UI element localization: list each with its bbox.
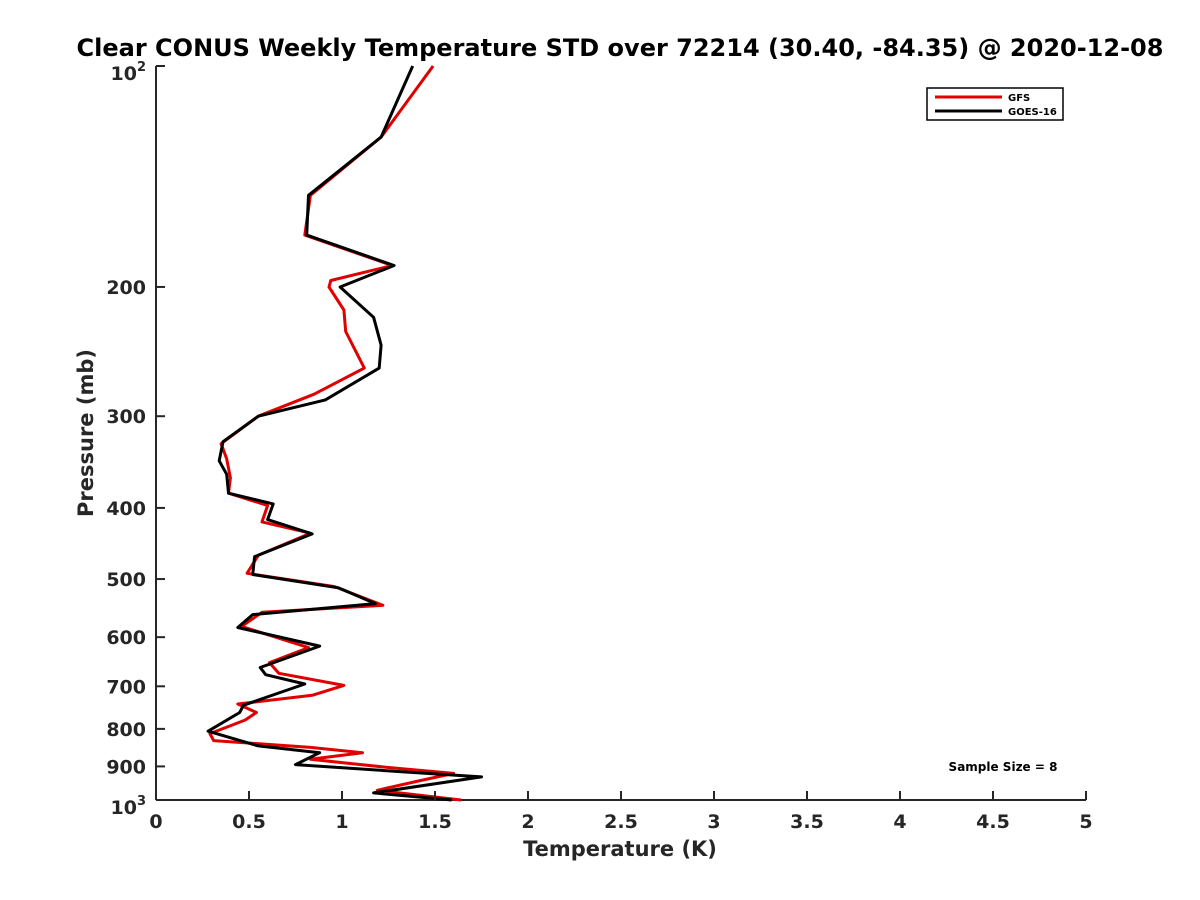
y-tick-base: 900: [106, 756, 146, 778]
y-tick-base: 200: [106, 277, 146, 299]
y-tick-base: 600: [106, 627, 146, 649]
x-tick-label: 5: [1079, 811, 1092, 833]
y-tick-label: 600: [106, 627, 146, 649]
y-tick-label: 400: [106, 498, 146, 520]
y-tick-label: 800: [106, 719, 146, 741]
y-tick-base: 400: [106, 498, 146, 520]
x-tick-label: 3.5: [790, 811, 824, 833]
x-tick-label: 0: [149, 811, 162, 833]
y-tick-exponent: 2: [137, 60, 146, 75]
plot-area: [155, 65, 1086, 802]
x-axis-label: Temperature (K): [523, 837, 717, 861]
x-ticks: 0 0.5 1 1.5 2 2.5 3 3.5 4 4.5 5: [149, 791, 1093, 833]
y-tick-exponent: 3: [137, 794, 146, 809]
legend: GFS GOES-16: [926, 87, 1064, 121]
y-tick-label: 102: [111, 60, 147, 85]
chart-title: Clear CONUS Weekly Temperature STD over …: [77, 34, 1164, 62]
legend-label-goes-16: GOES-16: [1008, 107, 1057, 118]
y-tick-base: 800: [106, 719, 146, 741]
x-tick-label: 3: [707, 811, 720, 833]
x-tick-label: 2: [521, 811, 534, 833]
y-tick-label: 300: [106, 406, 146, 428]
y-tick-label: 500: [106, 569, 146, 591]
x-tick-label: 1: [335, 811, 348, 833]
x-tick-label: 2.5: [604, 811, 638, 833]
y-tick-base: 700: [106, 676, 146, 698]
x-tick-label: 1.5: [418, 811, 452, 833]
y-tick-label: 700: [106, 676, 146, 698]
legend-box: [926, 87, 1064, 121]
y-tick-base: 300: [106, 406, 146, 428]
y-tick-base: 10: [111, 797, 137, 819]
series-line-gfs: [208, 65, 462, 802]
x-tick-label: 4: [893, 811, 906, 833]
y-tick-label: 900: [106, 756, 146, 778]
series-group: [206, 65, 483, 802]
y-tick-base: 500: [106, 569, 146, 591]
x-tick-label: 4.5: [976, 811, 1010, 833]
legend-label-gfs: GFS: [1008, 93, 1030, 104]
x-tick-label: 0.5: [232, 811, 266, 833]
sample-size-annotation: Sample Size = 8: [949, 760, 1058, 774]
y-tick-base: 10: [111, 63, 137, 85]
series-line-goes-16: [206, 65, 483, 802]
y-axis-label: Pressure (mb): [74, 349, 98, 517]
y-tick-label: 103: [111, 794, 147, 819]
y-tick-label: 200: [106, 277, 146, 299]
